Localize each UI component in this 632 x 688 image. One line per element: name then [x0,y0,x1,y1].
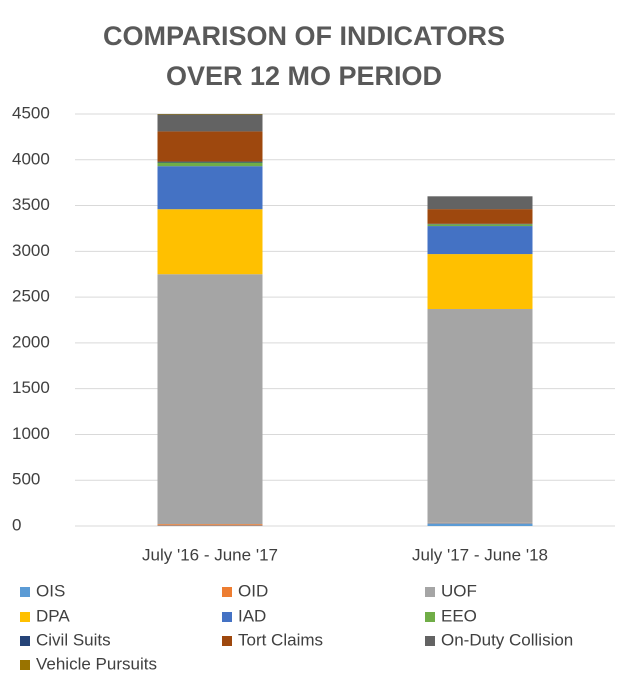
bar-segment [157,209,263,275]
legend-swatch [20,587,30,597]
legend-swatch [20,636,30,646]
legend-label: OID [238,581,268,600]
bar-segment [427,309,533,523]
legend-label: UOF [441,581,477,600]
bar-segment [427,196,533,210]
legend-label: On-Duty Collision [441,630,573,649]
legend-swatch [425,587,435,597]
y-tick-label: 500 [12,470,40,489]
bar-segment [427,224,533,227]
legend-label: DPA [36,606,70,625]
y-tick-label: 4500 [12,103,50,122]
bar-segment [427,523,533,526]
y-tick-label: 1000 [12,424,50,443]
y-tick-label: 3500 [12,195,50,214]
legend-swatch [425,636,435,646]
chart-title: OVER 12 MO PERIOD [166,61,442,91]
legend-swatch [222,587,232,597]
chart-title: COMPARISON OF INDICATORS [103,21,505,51]
y-tick-label: 0 [12,515,21,534]
legend-swatch [20,660,30,670]
bar-segment [157,162,263,167]
legend-label: Civil Suits [36,630,111,649]
legend-swatch [222,636,232,646]
legend-label: Tort Claims [238,630,323,649]
y-tick-label: 1500 [12,378,50,397]
bar-segment [157,166,263,210]
legend-label: IAD [238,606,266,625]
bar-segment [157,114,263,132]
y-tick-label: 4000 [12,149,50,168]
bar-segment [427,254,533,310]
legend-swatch [222,612,232,622]
legend-label: OIS [36,581,65,600]
y-tick-label: 2500 [12,287,50,306]
bar-segment [427,209,533,224]
x-tick-label: July '17 - June '18 [412,545,548,564]
y-tick-label: 2000 [12,332,50,351]
bar-segment [157,274,263,525]
bar-segment [427,226,533,255]
legend-label: Vehicle Pursuits [36,654,157,673]
bar-segment [157,131,263,162]
y-tick-label: 3000 [12,241,50,260]
bar-segment [157,161,263,163]
x-tick-label: July '16 - June '17 [142,545,278,564]
legend-swatch [20,612,30,622]
legend-label: EEO [441,606,477,625]
legend-swatch [425,612,435,622]
bar-segment [157,524,263,526]
